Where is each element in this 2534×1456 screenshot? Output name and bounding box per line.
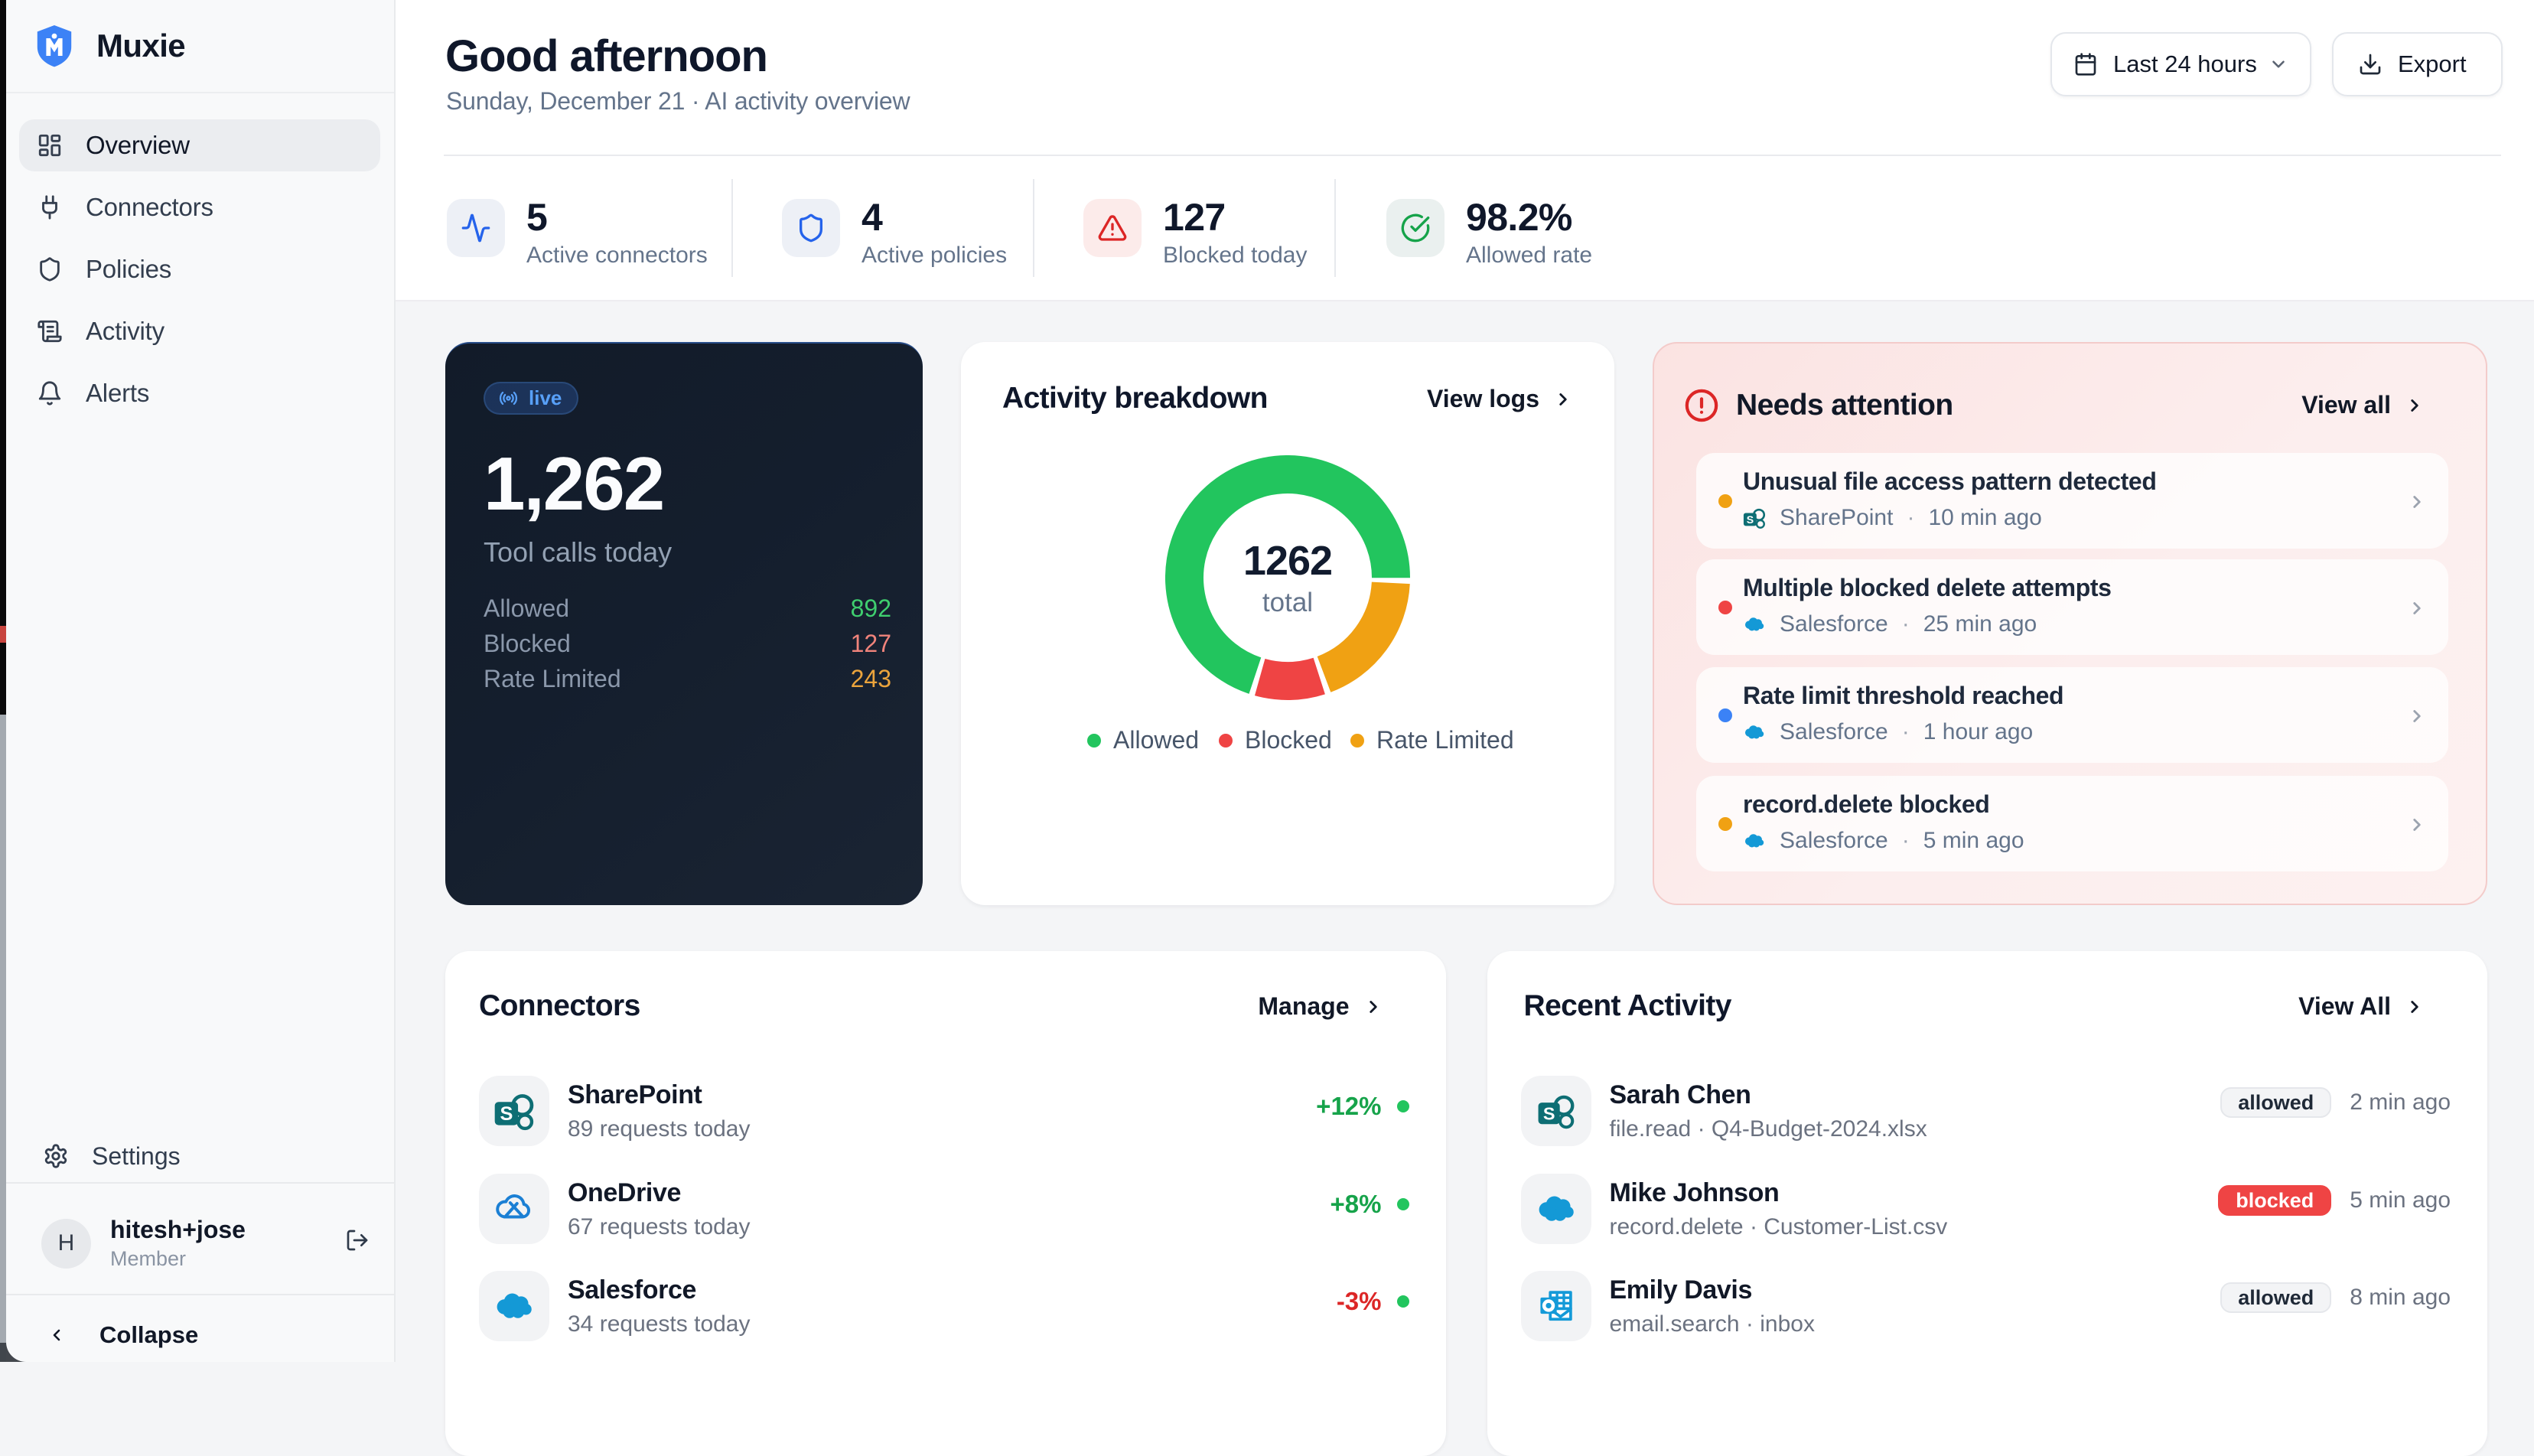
svg-text:S: S xyxy=(1542,1103,1555,1123)
svg-text:S: S xyxy=(500,1103,513,1125)
svg-text:S: S xyxy=(1747,513,1754,526)
